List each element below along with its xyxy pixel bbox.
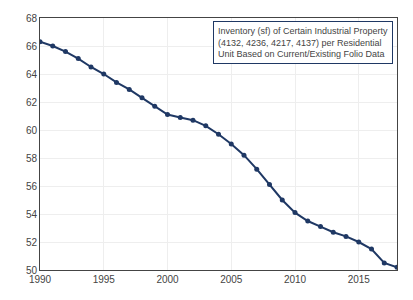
svg-text:60: 60 [26, 125, 38, 136]
svg-text:64: 64 [26, 69, 38, 80]
svg-text:56: 56 [26, 181, 38, 192]
svg-text:52: 52 [26, 237, 38, 248]
svg-text:2000: 2000 [156, 274, 179, 285]
svg-text:2005: 2005 [220, 274, 243, 285]
svg-text:54: 54 [26, 209, 38, 220]
svg-text:1990: 1990 [29, 274, 52, 285]
svg-text:Inventory (sf) of Certain Indu: Inventory (sf) of Certain Industrial Pro… [218, 26, 388, 59]
svg-text:66: 66 [26, 41, 38, 52]
svg-text:1995: 1995 [93, 274, 116, 285]
svg-text:68: 68 [26, 13, 38, 24]
svg-text:58: 58 [26, 153, 38, 164]
svg-text:2010: 2010 [284, 274, 307, 285]
svg-text:50: 50 [26, 265, 38, 276]
svg-text:2015: 2015 [348, 274, 371, 285]
svg-text:62: 62 [26, 97, 38, 108]
